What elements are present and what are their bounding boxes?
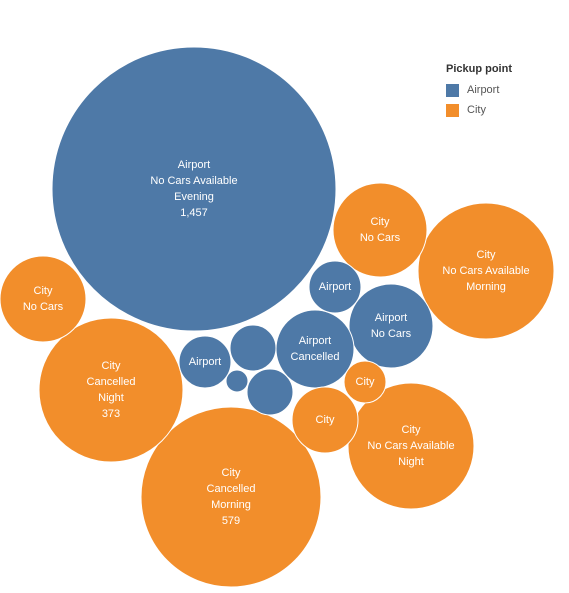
bubble-label: City	[102, 360, 121, 372]
legend-swatch-city	[446, 103, 459, 117]
bubble-circle[interactable]	[178, 335, 232, 389]
bubble-circle[interactable]	[347, 382, 475, 510]
bubble-label: Airport	[189, 356, 221, 368]
bubble-label: No Cars	[360, 232, 401, 244]
bubble-airport[interactable]: Airport	[178, 335, 232, 389]
legend-item-city[interactable]: City	[446, 100, 512, 120]
bubble-city[interactable]: City No Cars	[332, 182, 428, 278]
bubble-label: 373	[102, 408, 120, 420]
bubble-label: City	[371, 216, 390, 228]
bubble-circle[interactable]	[417, 202, 555, 340]
bubble-circle[interactable]	[291, 386, 359, 454]
legend-label-airport: Airport	[467, 84, 500, 96]
bubble-airport[interactable]: Airport No Cars Available Evening 1,457	[51, 46, 337, 332]
bubble-label: City	[402, 424, 421, 436]
bubble-circle[interactable]	[229, 324, 277, 372]
bubble-city[interactable]: City	[343, 360, 387, 404]
legend-item-airport[interactable]: Airport	[446, 80, 512, 100]
bubble-label: 1,457	[180, 207, 208, 219]
bubble-label: No Cars Available	[442, 265, 529, 277]
bubble-city[interactable]: City	[291, 386, 359, 454]
bubble-label: Cancelled	[291, 351, 340, 363]
legend-swatch-airport	[446, 83, 459, 97]
bubble-label: No Cars	[23, 301, 64, 313]
bubble-label: Airport	[319, 281, 351, 293]
bubble-circle[interactable]	[0, 255, 87, 343]
bubble-label: Airport	[375, 312, 407, 324]
bubble-circle[interactable]	[343, 360, 387, 404]
legend-title: Pickup point	[446, 63, 512, 75]
bubble-city[interactable]: City Cancelled Night 373	[38, 317, 184, 463]
bubble-label: City	[222, 467, 241, 479]
bubble-label: No Cars	[371, 328, 412, 340]
bubble-airport[interactable]: Airport No Cars	[348, 283, 434, 369]
bubble-airport[interactable]: Airport	[308, 260, 362, 314]
bubble-city[interactable]: City No Cars Available Morning	[417, 202, 555, 340]
legend: Pickup point Airport City	[446, 63, 512, 120]
bubble-label: Cancelled	[87, 376, 136, 388]
bubble-circle[interactable]	[275, 309, 355, 389]
bubble-circle[interactable]	[348, 283, 434, 369]
bubble-airport[interactable]	[246, 368, 294, 416]
bubble-label: 579	[222, 515, 240, 527]
bubble-circle[interactable]	[51, 46, 337, 332]
bubble-circle[interactable]	[246, 368, 294, 416]
bubble-city[interactable]: City Cancelled Morning 579	[140, 406, 322, 588]
bubble-label: Cancelled	[207, 483, 256, 495]
bubble-label: Morning	[466, 281, 506, 293]
bubble-label: Morning	[211, 499, 251, 511]
bubble-label: Airport	[299, 335, 331, 347]
bubble-label: City	[34, 285, 53, 297]
bubble-airport[interactable]: Airport Cancelled	[275, 309, 355, 389]
bubble-airport[interactable]	[225, 369, 249, 393]
bubble-label: No Cars Available	[367, 440, 454, 452]
bubble-label: Airport	[178, 159, 210, 171]
bubble-circle[interactable]	[140, 406, 322, 588]
legend-label-city: City	[467, 104, 486, 116]
bubble-circle[interactable]	[225, 369, 249, 393]
bubble-label: Night	[98, 392, 124, 404]
bubble-label: City	[316, 414, 335, 426]
bubble-circle[interactable]	[38, 317, 184, 463]
bubble-label: No Cars Available	[150, 175, 237, 187]
bubble-label: City	[477, 249, 496, 261]
bubble-airport[interactable]	[229, 324, 277, 372]
bubble-label: City	[356, 376, 375, 388]
bubble-circle[interactable]	[332, 182, 428, 278]
bubble-city[interactable]: City No Cars Available Night	[347, 382, 475, 510]
bubble-circle[interactable]	[308, 260, 362, 314]
bubble-city[interactable]: City No Cars	[0, 255, 87, 343]
bubble-label: Evening	[174, 191, 214, 203]
bubble-label: Night	[398, 456, 424, 468]
